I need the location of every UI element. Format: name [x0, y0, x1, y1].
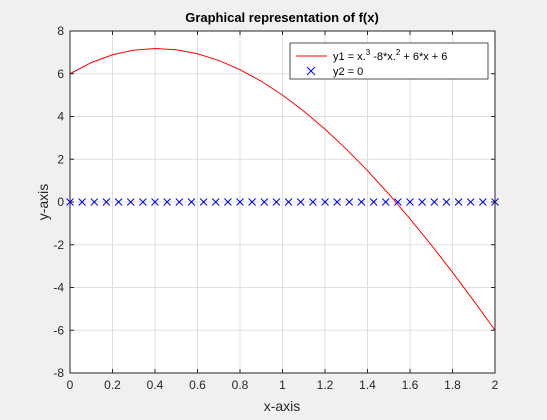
x-tick-label: 2 — [492, 378, 499, 392]
y-axis-label: y-axis — [35, 184, 51, 221]
legend-label-y1: y1 = x.3 -8*x.2 + 6*x + 6 — [333, 48, 447, 63]
y-tick-label: 8 — [57, 24, 64, 38]
x-tick-label: 1.8 — [444, 378, 461, 392]
y-tick-label: 0 — [57, 195, 64, 209]
y-tick-label: 6 — [57, 67, 64, 81]
y-tick-label: -2 — [53, 238, 64, 252]
y-tick-label: -6 — [53, 323, 64, 337]
legend: y1 = x.3 -8*x.2 + 6*x + 6 y2 = 0 — [290, 43, 488, 79]
x-tick-label: 1.4 — [359, 378, 376, 392]
y-tick-label: 2 — [57, 152, 64, 166]
x-tick-label: 1 — [279, 378, 286, 392]
chart-title: Graphical representation of f(x) — [185, 10, 379, 25]
legend-label-y2: y2 = 0 — [333, 66, 363, 78]
y-tick-label: -8 — [53, 366, 64, 380]
x-tick-label: 0.8 — [232, 378, 249, 392]
x-tick-label: 1.2 — [317, 378, 334, 392]
x-tick-label: 1.6 — [402, 378, 419, 392]
x-tick-label: 0.4 — [147, 378, 164, 392]
y-tick-label: -4 — [53, 281, 64, 295]
x-axis-label: x-axis — [264, 398, 301, 414]
y-tick-label: 4 — [57, 110, 64, 124]
x-tick-label: 0 — [67, 378, 74, 392]
x-tick-label: 0.6 — [189, 378, 206, 392]
x-tick-label: 0.2 — [104, 378, 121, 392]
